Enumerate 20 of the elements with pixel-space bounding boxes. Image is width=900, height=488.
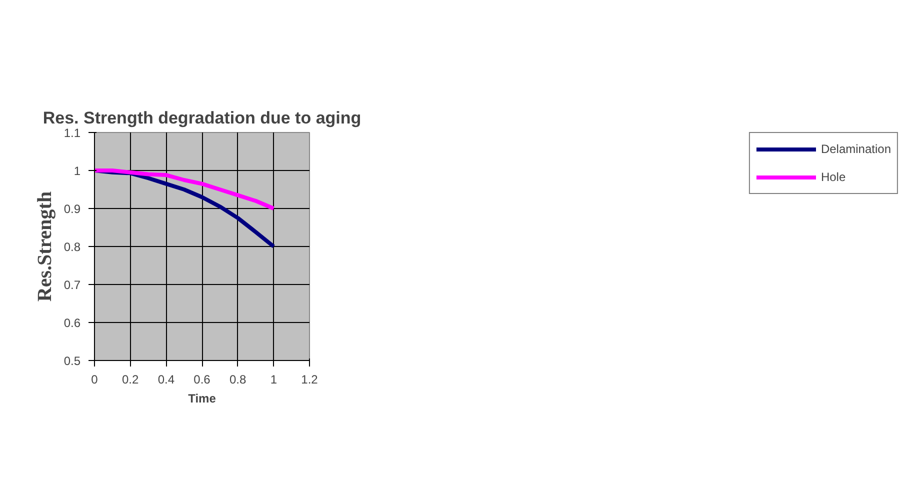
x-tick-label: 0.4 bbox=[158, 372, 175, 386]
y-tick-label: 0.8 bbox=[64, 240, 81, 254]
y-tick-label: 0.5 bbox=[64, 354, 81, 368]
legend-label: Delamination bbox=[820, 142, 891, 156]
y-tick-label: 1 bbox=[74, 164, 81, 178]
line-series bbox=[94, 168, 276, 210]
y-axis-title: Res.Strength bbox=[34, 191, 56, 302]
x-tick-label: 0.6 bbox=[194, 372, 211, 386]
chart-title: Res. Strength degradation due to aging bbox=[42, 108, 362, 128]
x-axis-title: Time bbox=[188, 392, 216, 406]
x-tick-label: 0.8 bbox=[229, 372, 246, 386]
y-tick-label: 1.1 bbox=[64, 126, 81, 140]
y-tick-label: 0.9 bbox=[64, 202, 81, 216]
x-tick-label: 0.2 bbox=[122, 372, 139, 386]
x-tick-label: 1 bbox=[270, 372, 278, 386]
y-tick-label: 0.6 bbox=[64, 316, 81, 330]
y-tick-label: 0.7 bbox=[64, 278, 81, 292]
x-tick-label: 1.2 bbox=[301, 372, 318, 386]
x-tick-label: 0 bbox=[91, 372, 98, 386]
legend-label: Hole bbox=[820, 170, 846, 184]
